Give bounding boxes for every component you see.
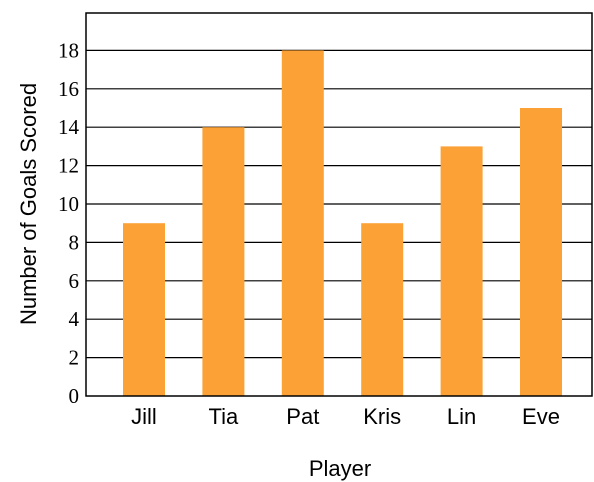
y-tick-label: 6 [69, 269, 80, 293]
bar-jill [123, 223, 165, 396]
x-axis-title: Player [309, 456, 371, 481]
plot-frame [85, 12, 593, 397]
bars [123, 50, 562, 397]
x-tick-label: Jill [131, 404, 157, 429]
gridlines [86, 49, 592, 359]
bar-lin [440, 146, 483, 396]
y-tick-label: 12 [58, 154, 79, 178]
y-tick-label: 2 [69, 346, 80, 370]
x-tick-label: Lin [447, 404, 476, 429]
y-tick-label: 18 [58, 38, 79, 62]
bar-pat [281, 50, 324, 397]
bar-kris [361, 223, 404, 396]
y-tick-label: 14 [58, 115, 80, 139]
y-axis-title: Number of Goals Scored [16, 83, 41, 325]
x-tick-label: Pat [286, 404, 319, 429]
y-tick-label: 10 [58, 192, 79, 216]
y-tick-label: 4 [69, 307, 80, 331]
x-tick-label: Eve [522, 404, 560, 429]
y-tick-label: 0 [69, 384, 80, 408]
bar-tia [202, 127, 245, 396]
y-tick-labels: 0 2 4 6 8 10 12 14 16 18 [58, 38, 80, 408]
x-tick-labels: Jill Tia Pat Kris Lin Eve [131, 404, 560, 429]
bar-eve [520, 108, 562, 396]
x-tick-label: Tia [209, 404, 240, 429]
x-tick-label: Kris [363, 404, 401, 429]
y-tick-label: 8 [69, 230, 80, 254]
y-tick-label: 16 [58, 77, 79, 101]
